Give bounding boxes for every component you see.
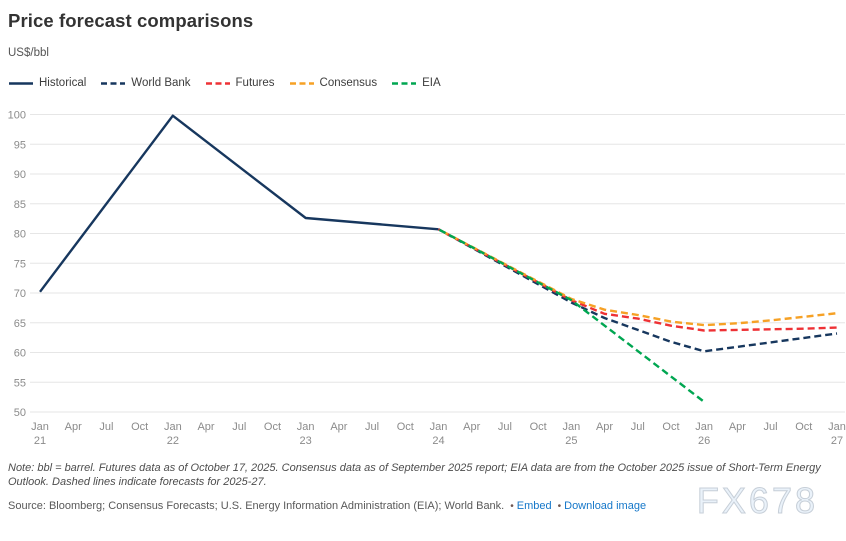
x-axis-tick-label: Oct	[662, 421, 679, 433]
x-axis-tick-label: Oct	[530, 421, 547, 433]
link-bullet: •	[557, 501, 562, 512]
chart-area: 50 55 60 65 70 75 80 85 90 95 100 Jan 21 Apr Jul Oct Jan…	[0, 95, 846, 455]
legend-label: Consensus	[319, 77, 378, 89]
x-axis-tick-label: Oct	[264, 421, 281, 433]
x-axis-tick-label: Jan	[297, 421, 315, 433]
y-axis-tick-label: 95	[14, 139, 26, 151]
chart-svg: 50 55 60 65 70 75 80 85 90 95 100 Jan 21 Apr Jul Oct Jan…	[8, 110, 846, 448]
source-text: Source: Bloomberg; Consensus Forecasts; …	[8, 500, 505, 512]
link-bullet: •	[510, 501, 514, 512]
legend-label: Historical	[39, 77, 87, 89]
legend-swatch-line	[205, 81, 230, 85]
legend-label: EIA	[422, 77, 441, 89]
x-axis-tick-label: Jan	[695, 421, 713, 433]
y-axis-unit-label: US$/bbl	[8, 47, 49, 59]
legend-item-eia: EIA	[391, 77, 441, 89]
legend-label: Futures	[235, 77, 275, 89]
x-axis-year-label: 21	[34, 435, 46, 447]
y-axis-tick-label: 65	[14, 318, 26, 330]
legend-swatch-line	[289, 81, 314, 85]
y-axis-tick-label: 50	[14, 407, 26, 419]
series-line-consensus	[437, 228, 838, 327]
legend-item-world-bank: World Bank	[100, 77, 191, 89]
x-axis-tick-label: Jan	[828, 421, 846, 433]
x-axis-year-label: 24	[432, 435, 444, 447]
legend-item-futures: Futures	[205, 77, 275, 89]
x-axis-tick-label: Apr	[197, 421, 214, 433]
x-axis-tick-label: Jul	[631, 421, 645, 433]
x-axis-tick-label: Apr	[729, 421, 746, 433]
x-axis-year-label: 27	[831, 435, 843, 447]
legend-item-historical: Historical	[8, 77, 86, 89]
x-axis-tick-label: Jan	[31, 421, 49, 433]
series-line-futures	[437, 228, 838, 332]
x-axis-tick-label: Apr	[463, 421, 480, 433]
footnote: Note: bbl = barrel. Futures data as of O…	[8, 462, 821, 488]
x-axis-tick-label: Apr	[330, 421, 347, 433]
legend-swatch-line	[392, 81, 417, 85]
y-axis-tick-label: 75	[14, 258, 26, 270]
x-axis-tick-label: Jan	[562, 421, 580, 433]
embed-link[interactable]: Embed	[516, 500, 552, 512]
y-axis-tick-label: 85	[14, 199, 26, 211]
x-axis-year-label: 25	[565, 435, 577, 447]
series-line-historical	[39, 114, 439, 293]
y-axis-tick-label: 80	[14, 229, 26, 241]
legend-swatch-line	[101, 81, 126, 85]
x-axis-tick-label: Apr	[65, 421, 82, 433]
source-line: Source: Bloomberg; Consensus Forecasts; …	[8, 500, 708, 512]
download-image-link[interactable]: Download image	[564, 500, 647, 512]
x-axis-tick-label: Jul	[99, 421, 113, 433]
x-axis-tick-label: Jul	[764, 421, 778, 433]
x-axis-tick-label: Apr	[596, 421, 613, 433]
series-line-world-bank	[437, 228, 838, 353]
x-axis-tick-label: Jul	[498, 421, 512, 433]
page-title: Price forecast comparisons	[8, 10, 254, 31]
legend-item-consensus: Consensus	[289, 77, 378, 89]
chart-legend: Historical World Bank Futures Consensus EIA	[8, 77, 455, 89]
series-line-eia	[437, 228, 705, 403]
y-axis-tick-label: 70	[14, 288, 26, 300]
x-axis-tick-label: Oct	[397, 421, 414, 433]
x-axis-tick-label: Jul	[232, 421, 246, 433]
legend-label: World Bank	[131, 77, 191, 89]
y-axis-tick-label: 60	[14, 348, 26, 360]
x-axis-tick-label: Jul	[365, 421, 379, 433]
fx678-watermark: FX678	[696, 480, 818, 522]
x-axis-tick-label: Jan	[164, 421, 182, 433]
y-axis-tick-label: 100	[8, 110, 26, 122]
x-axis-year-label: 23	[300, 435, 312, 447]
x-axis-year-label: 26	[698, 435, 710, 447]
x-axis-tick-label: Oct	[131, 421, 148, 433]
x-axis-tick-label: Oct	[795, 421, 812, 433]
y-axis-tick-label: 55	[14, 377, 26, 389]
legend-swatch-line	[9, 81, 33, 85]
x-axis-tick-label: Jan	[430, 421, 448, 433]
x-axis-year-label: 22	[167, 435, 179, 447]
y-axis-tick-label: 90	[14, 169, 26, 181]
